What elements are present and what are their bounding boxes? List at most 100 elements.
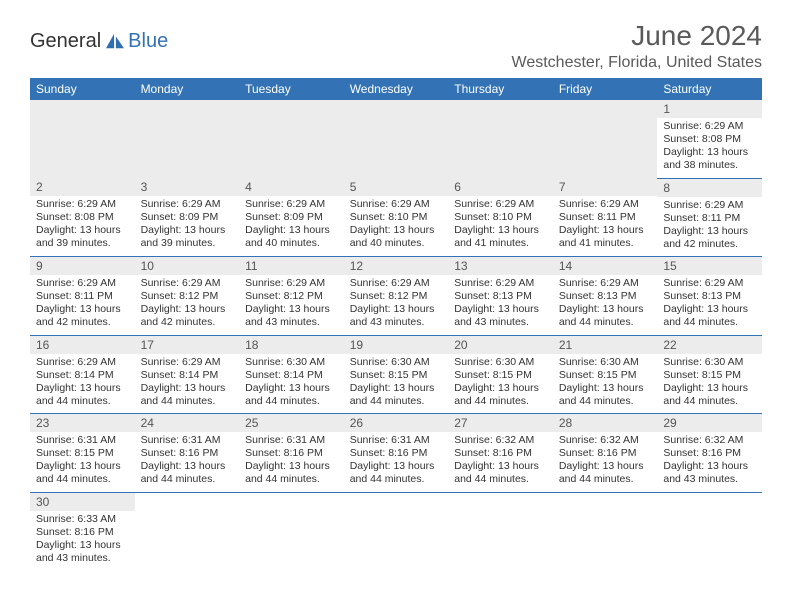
sunrise-line: Sunrise: 6:30 AM [559, 356, 652, 369]
day-number: 7 [553, 178, 658, 196]
daylight-line: Daylight: 13 hours and 43 minutes. [454, 303, 547, 329]
sunrise-line: Sunrise: 6:29 AM [559, 198, 652, 211]
sunrise-line: Sunrise: 6:29 AM [36, 356, 129, 369]
calendar-cell: 16Sunrise: 6:29 AMSunset: 8:14 PMDayligh… [30, 335, 135, 414]
day-number: 6 [448, 178, 553, 196]
calendar-cell: 13Sunrise: 6:29 AMSunset: 8:13 PMDayligh… [448, 257, 553, 336]
daylight-line: Daylight: 13 hours and 44 minutes. [454, 460, 547, 486]
day-number: 11 [239, 257, 344, 275]
day-number: 30 [30, 493, 135, 511]
sunrise-line: Sunrise: 6:29 AM [663, 199, 756, 212]
day-number: 4 [239, 178, 344, 196]
daylight-line: Daylight: 13 hours and 44 minutes. [36, 460, 129, 486]
weekday-header: Saturday [657, 78, 762, 100]
calendar-cell: 1Sunrise: 6:29 AMSunset: 8:08 PMDaylight… [657, 100, 762, 178]
sunset-line: Sunset: 8:08 PM [36, 211, 129, 224]
calendar-cell [657, 492, 762, 570]
daylight-line: Daylight: 13 hours and 40 minutes. [245, 224, 338, 250]
day-number: 2 [30, 178, 135, 196]
sunset-line: Sunset: 8:08 PM [663, 133, 756, 146]
daylight-line: Daylight: 13 hours and 42 minutes. [36, 303, 129, 329]
calendar-cell: 12Sunrise: 6:29 AMSunset: 8:12 PMDayligh… [344, 257, 449, 336]
sunrise-line: Sunrise: 6:29 AM [36, 277, 129, 290]
sunset-line: Sunset: 8:11 PM [559, 211, 652, 224]
day-number: 12 [344, 257, 449, 275]
daylight-line: Daylight: 13 hours and 42 minutes. [141, 303, 234, 329]
day-number: 3 [135, 178, 240, 196]
sunrise-line: Sunrise: 6:32 AM [559, 434, 652, 447]
daylight-line: Daylight: 13 hours and 44 minutes. [141, 382, 234, 408]
weekday-header: Friday [553, 78, 658, 100]
title-block: June 2024 Westchester, Florida, United S… [512, 20, 762, 72]
daylight-line: Daylight: 13 hours and 44 minutes. [350, 382, 443, 408]
day-number: 15 [657, 257, 762, 275]
location-text: Westchester, Florida, United States [512, 54, 762, 72]
calendar-cell: 7 Sunrise: 6:29 AMSunset: 8:11 PMDaylight… [553, 178, 658, 257]
day-number: 5 [344, 178, 449, 196]
sunrise-line: Sunrise: 6:29 AM [141, 356, 234, 369]
day-number: 23 [30, 414, 135, 432]
sunset-line: Sunset: 8:10 PM [350, 211, 443, 224]
calendar-cell: 28Sunrise: 6:32 AMSunset: 8:16 PMDayligh… [553, 414, 658, 493]
daylight-line: Daylight: 13 hours and 44 minutes. [454, 382, 547, 408]
calendar-cell: 2Sunrise: 6:29 AMSunset: 8:08 PMDaylight… [30, 178, 135, 257]
daylight-line: Daylight: 13 hours and 39 minutes. [141, 224, 234, 250]
sunrise-line: Sunrise: 6:33 AM [36, 513, 129, 526]
sunrise-line: Sunrise: 6:29 AM [36, 198, 129, 211]
sunrise-line: Sunrise: 6:32 AM [663, 434, 756, 447]
calendar-cell [553, 100, 658, 178]
calendar-cell: 8 Sunrise: 6:29 AMSunset: 8:11 PMDaylight… [657, 178, 762, 257]
weekday-header: Thursday [448, 78, 553, 100]
calendar-cell [553, 492, 658, 570]
sunset-line: Sunset: 8:09 PM [141, 211, 234, 224]
daylight-line: Daylight: 13 hours and 44 minutes. [559, 303, 652, 329]
calendar-cell: 29Sunrise: 6:32 AMSunset: 8:16 PMDayligh… [657, 414, 762, 493]
sunset-line: Sunset: 8:12 PM [350, 290, 443, 303]
calendar-cell: 21Sunrise: 6:30 AMSunset: 8:15 PMDayligh… [553, 335, 658, 414]
sunset-line: Sunset: 8:12 PM [245, 290, 338, 303]
calendar-body: 1Sunrise: 6:29 AMSunset: 8:08 PMDaylight… [30, 100, 762, 570]
logo: General Blue [30, 30, 168, 53]
day-number: 22 [657, 336, 762, 354]
day-number: 28 [553, 414, 658, 432]
day-number: 27 [448, 414, 553, 432]
header: General Blue June 2024 Westchester, Flor… [30, 20, 762, 72]
daylight-line: Daylight: 13 hours and 44 minutes. [559, 382, 652, 408]
day-number: 13 [448, 257, 553, 275]
weekday-header: Tuesday [239, 78, 344, 100]
sunset-line: Sunset: 8:16 PM [663, 447, 756, 460]
calendar-cell [239, 492, 344, 570]
sunrise-line: Sunrise: 6:29 AM [454, 277, 547, 290]
sunrise-line: Sunrise: 6:29 AM [559, 277, 652, 290]
calendar-cell: 23Sunrise: 6:31 AMSunset: 8:15 PMDayligh… [30, 414, 135, 493]
calendar-cell: 11Sunrise: 6:29 AMSunset: 8:12 PMDayligh… [239, 257, 344, 336]
sunrise-line: Sunrise: 6:31 AM [141, 434, 234, 447]
sunset-line: Sunset: 8:10 PM [454, 211, 547, 224]
daylight-line: Daylight: 13 hours and 41 minutes. [559, 224, 652, 250]
daylight-line: Daylight: 13 hours and 41 minutes. [454, 224, 547, 250]
daylight-line: Daylight: 13 hours and 44 minutes. [245, 460, 338, 486]
weekday-header: Sunday [30, 78, 135, 100]
sail-icon [104, 32, 126, 50]
daylight-line: Daylight: 13 hours and 42 minutes. [663, 225, 756, 251]
daylight-line: Daylight: 13 hours and 44 minutes. [245, 382, 338, 408]
day-number: 8 [657, 179, 762, 197]
calendar-table: SundayMondayTuesdayWednesdayThursdayFrid… [30, 78, 762, 570]
day-number: 24 [135, 414, 240, 432]
weekday-header: Wednesday [344, 78, 449, 100]
day-number: 1 [657, 100, 762, 118]
sunset-line: Sunset: 8:15 PM [454, 369, 547, 382]
sunset-line: Sunset: 8:14 PM [245, 369, 338, 382]
sunrise-line: Sunrise: 6:32 AM [454, 434, 547, 447]
sunrise-line: Sunrise: 6:31 AM [350, 434, 443, 447]
sunrise-line: Sunrise: 6:29 AM [141, 277, 234, 290]
sunrise-line: Sunrise: 6:31 AM [245, 434, 338, 447]
calendar-cell: 15Sunrise: 6:29 AMSunset: 8:13 PMDayligh… [657, 257, 762, 336]
sunrise-line: Sunrise: 6:29 AM [141, 198, 234, 211]
day-number: 14 [553, 257, 658, 275]
sunset-line: Sunset: 8:11 PM [663, 212, 756, 225]
sunset-line: Sunset: 8:15 PM [559, 369, 652, 382]
sunrise-line: Sunrise: 6:29 AM [454, 198, 547, 211]
calendar-cell: 14Sunrise: 6:29 AMSunset: 8:13 PMDayligh… [553, 257, 658, 336]
calendar-cell: 22Sunrise: 6:30 AMSunset: 8:15 PMDayligh… [657, 335, 762, 414]
